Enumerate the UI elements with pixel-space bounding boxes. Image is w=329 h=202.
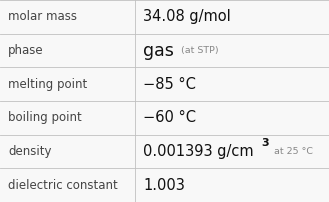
Text: dielectric constant: dielectric constant: [8, 179, 118, 192]
Text: gas: gas: [143, 41, 174, 60]
Text: (at STP): (at STP): [181, 46, 218, 55]
Text: at 25 °C: at 25 °C: [268, 147, 313, 156]
Text: −60 °C: −60 °C: [143, 110, 196, 125]
Text: density: density: [8, 145, 52, 158]
Text: 3: 3: [261, 138, 268, 148]
Text: molar mass: molar mass: [8, 10, 77, 23]
Text: −85 °C: −85 °C: [143, 77, 196, 92]
Text: melting point: melting point: [8, 78, 88, 91]
Text: 1.003: 1.003: [143, 178, 185, 193]
Text: 0.001393 g/cm: 0.001393 g/cm: [143, 144, 254, 159]
Text: 34.08 g/mol: 34.08 g/mol: [143, 9, 231, 24]
Text: boiling point: boiling point: [8, 111, 82, 124]
Text: phase: phase: [8, 44, 44, 57]
